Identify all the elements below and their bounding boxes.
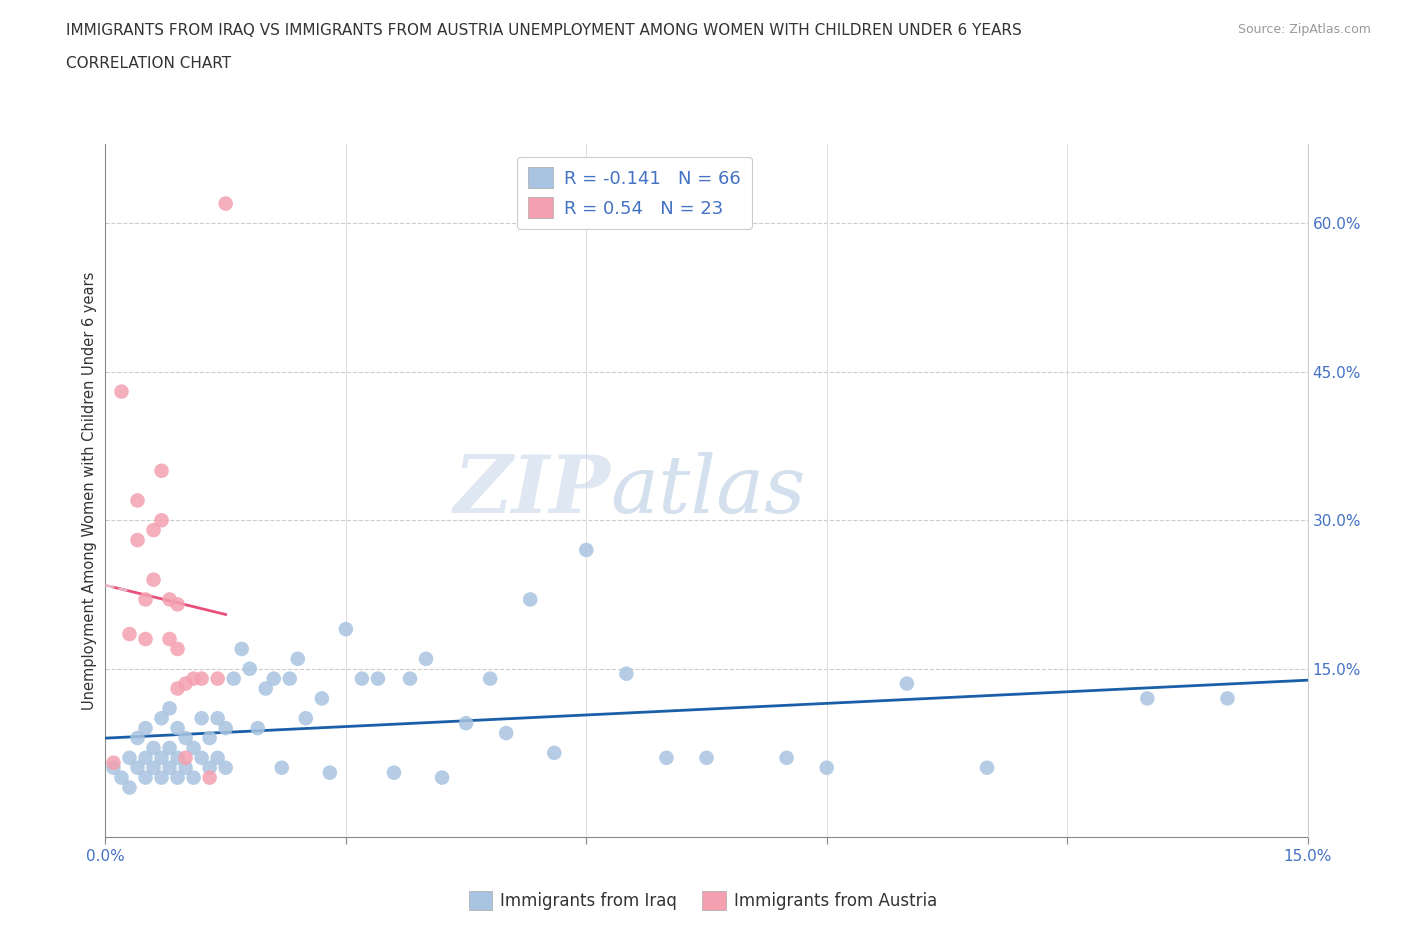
Point <box>103 755 125 770</box>
Point <box>278 671 301 686</box>
Point <box>174 751 197 765</box>
Point <box>311 691 333 706</box>
Point <box>696 751 718 765</box>
Point <box>142 740 165 755</box>
Point <box>103 761 125 776</box>
Point <box>150 711 173 725</box>
Point <box>319 765 342 780</box>
Point <box>166 642 188 657</box>
Point <box>295 711 318 725</box>
Point <box>198 761 221 776</box>
Point <box>495 725 517 740</box>
Point <box>166 597 188 612</box>
Point <box>616 666 638 681</box>
Point <box>214 761 236 776</box>
Point <box>246 721 269 736</box>
Point <box>135 770 157 785</box>
Text: CORRELATION CHART: CORRELATION CHART <box>66 56 231 71</box>
Point <box>183 671 205 686</box>
Point <box>287 651 309 666</box>
Point <box>335 622 357 637</box>
Point <box>166 751 188 765</box>
Text: Source: ZipAtlas.com: Source: ZipAtlas.com <box>1237 23 1371 36</box>
Point <box>543 746 565 761</box>
Point <box>367 671 389 686</box>
Point <box>127 493 149 508</box>
Point <box>655 751 678 765</box>
Point <box>127 731 149 746</box>
Point <box>896 676 918 691</box>
Point <box>127 533 149 548</box>
Point <box>142 572 165 587</box>
Point <box>198 731 221 746</box>
Point <box>150 751 173 765</box>
Point <box>135 592 157 607</box>
Point <box>263 671 285 686</box>
Point <box>207 751 229 765</box>
Point <box>399 671 422 686</box>
Point <box>815 761 838 776</box>
Point <box>190 751 212 765</box>
Point <box>150 512 173 527</box>
Point <box>776 751 799 765</box>
Point <box>207 671 229 686</box>
Point <box>150 463 173 478</box>
Point <box>214 721 236 736</box>
Point <box>159 761 181 776</box>
Point <box>270 761 292 776</box>
Y-axis label: Unemployment Among Women with Children Under 6 years: Unemployment Among Women with Children U… <box>82 272 97 710</box>
Point <box>190 711 212 725</box>
Point <box>1136 691 1159 706</box>
Legend: R = -0.141   N = 66, R = 0.54   N = 23: R = -0.141 N = 66, R = 0.54 N = 23 <box>517 156 752 229</box>
Point <box>118 627 141 642</box>
Point <box>166 681 188 696</box>
Point <box>110 770 132 785</box>
Point <box>575 542 598 557</box>
Point <box>150 770 173 785</box>
Point <box>382 765 405 780</box>
Point <box>207 711 229 725</box>
Point <box>110 384 132 399</box>
Point <box>430 770 453 785</box>
Point <box>159 631 181 646</box>
Point <box>183 740 205 755</box>
Point <box>222 671 245 686</box>
Point <box>976 761 998 776</box>
Text: atlas: atlas <box>610 452 806 529</box>
Point <box>118 751 141 765</box>
Point <box>350 671 373 686</box>
Point <box>142 761 165 776</box>
Point <box>231 642 253 657</box>
Point <box>214 196 236 211</box>
Point <box>166 721 188 736</box>
Point <box>159 701 181 716</box>
Point <box>159 740 181 755</box>
Point <box>174 761 197 776</box>
Point <box>135 751 157 765</box>
Text: IMMIGRANTS FROM IRAQ VS IMMIGRANTS FROM AUSTRIA UNEMPLOYMENT AMONG WOMEN WITH CH: IMMIGRANTS FROM IRAQ VS IMMIGRANTS FROM … <box>66 23 1022 38</box>
Point <box>174 676 197 691</box>
Point <box>1216 691 1239 706</box>
Point <box>142 523 165 538</box>
Point <box>159 592 181 607</box>
Point <box>183 770 205 785</box>
Point <box>190 671 212 686</box>
Point <box>127 761 149 776</box>
Point <box>198 770 221 785</box>
Point <box>239 661 262 676</box>
Point <box>479 671 502 686</box>
Point <box>254 681 277 696</box>
Legend: Immigrants from Iraq, Immigrants from Austria: Immigrants from Iraq, Immigrants from Au… <box>463 884 943 917</box>
Point <box>166 770 188 785</box>
Point <box>135 631 157 646</box>
Point <box>415 651 437 666</box>
Point <box>174 731 197 746</box>
Text: ZIP: ZIP <box>454 452 610 529</box>
Point <box>135 721 157 736</box>
Point <box>118 780 141 795</box>
Point <box>519 592 541 607</box>
Point <box>454 716 477 731</box>
